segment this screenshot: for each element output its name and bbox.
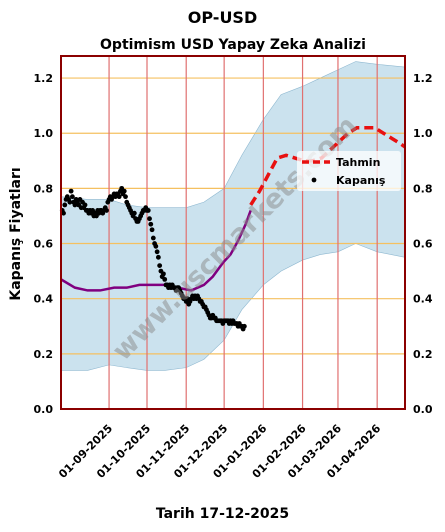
legend-close-swatch xyxy=(311,177,317,183)
date-label: Tarih 17-12-2025 xyxy=(155,506,290,522)
forecast-line xyxy=(249,125,405,206)
y-tick-label-left: 0.8 xyxy=(34,182,54,195)
close-point xyxy=(123,194,128,200)
y-tick-label-right: 0.2 xyxy=(413,348,433,361)
close-point xyxy=(150,235,156,241)
y-tick-label-left: 1.0 xyxy=(34,127,54,140)
close-point xyxy=(69,194,75,200)
y-tick-label-left: 0.6 xyxy=(34,238,54,251)
y-tick-label-left: 0.2 xyxy=(34,348,54,361)
close-point xyxy=(121,188,127,194)
close-point xyxy=(241,323,247,329)
close-point xyxy=(161,271,166,277)
chart-title: Optimism USD Yapay Zeka Analizi xyxy=(100,37,366,53)
close-point xyxy=(148,221,154,227)
y-tick-label-right: 0.0 xyxy=(413,403,433,416)
close-point xyxy=(68,188,74,194)
plot-frame xyxy=(60,55,406,410)
close-point xyxy=(61,210,66,216)
close-point xyxy=(155,254,161,260)
close-point xyxy=(116,194,122,200)
close-point xyxy=(154,249,160,255)
legend: Tahmin Kapanış xyxy=(297,151,401,191)
close-point xyxy=(145,208,151,213)
close-point xyxy=(67,199,73,205)
close-point xyxy=(162,276,168,282)
legend-forecast-label: Tahmin xyxy=(336,156,380,169)
close-point xyxy=(149,227,155,233)
y-tick-label-left: 0.0 xyxy=(34,403,54,416)
y-tick-label-right: 0.8 xyxy=(413,182,433,195)
y-tick-label-right: 0.4 xyxy=(413,293,433,306)
close-point xyxy=(157,263,163,268)
y-tick-label-right: 1.0 xyxy=(413,127,433,140)
close-point xyxy=(104,208,109,213)
y-tick-label-left: 0.4 xyxy=(34,293,54,306)
close-point xyxy=(153,243,159,249)
y-tick-label-right: 0.6 xyxy=(413,238,433,251)
close-point xyxy=(131,210,137,216)
y-tick-label-left: 1.2 xyxy=(34,72,54,85)
close-point xyxy=(62,202,68,208)
y-axis-label: Kapanış Fiyatları xyxy=(8,167,24,300)
page-title: OP-USD xyxy=(187,8,258,27)
close-point xyxy=(147,216,152,222)
y-tick-label-right: 1.2 xyxy=(413,72,433,85)
close-point xyxy=(82,202,88,208)
legend-close-label: Kapanış xyxy=(336,174,386,187)
plot-area: 0.0 0.0 0.2 0.2 0.4 0.4 0.6 0.6 0.8 0.8 1.0 1.0 1.2 1… xyxy=(34,55,433,481)
legend-box xyxy=(297,151,401,191)
